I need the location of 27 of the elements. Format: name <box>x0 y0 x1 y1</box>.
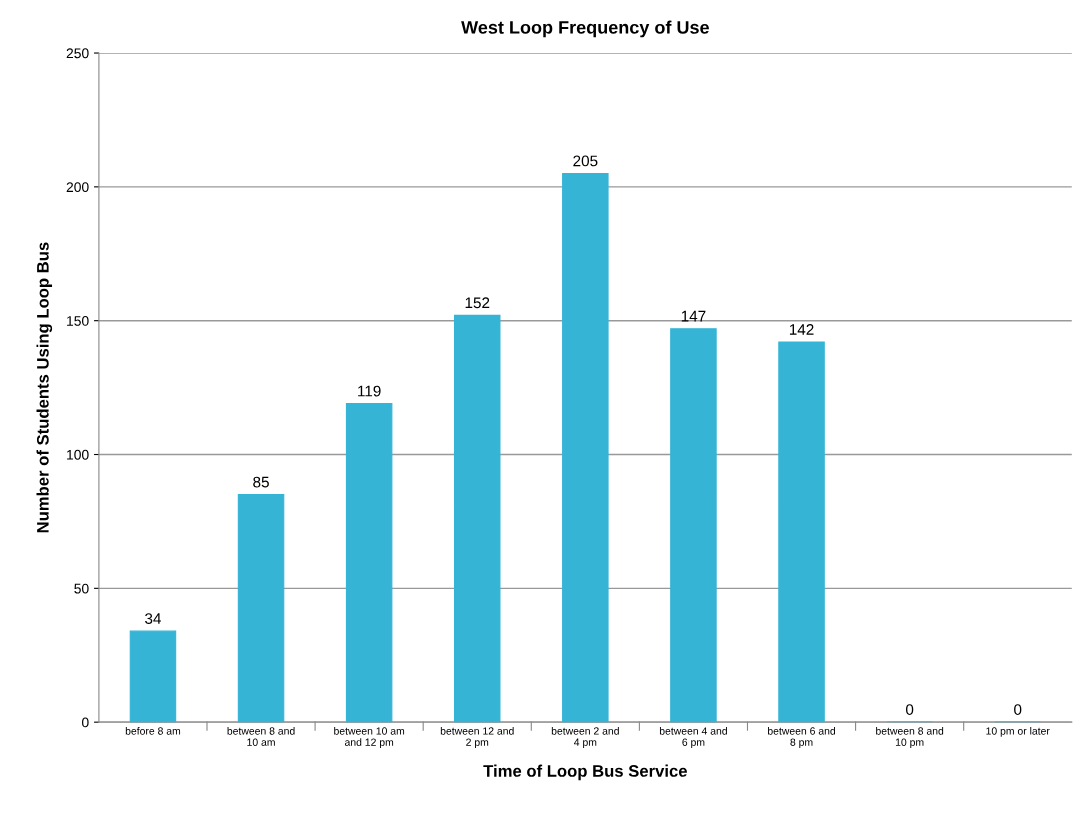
data-label: 152 <box>465 297 490 309</box>
y-tick-label: 100 <box>67 449 89 460</box>
data-label: 0 <box>905 704 914 715</box>
y-tick-label: 200 <box>66 182 89 193</box>
data-label: 34 <box>145 613 161 624</box>
x-tick-label: between 10 am and 12 pm <box>334 727 405 748</box>
data-label: 119 <box>358 385 381 397</box>
data-label: 205 <box>573 155 598 167</box>
y-tick-label: 250 <box>66 48 89 59</box>
x-tick-label: 10 pm or later <box>986 727 1050 737</box>
y-tick-label: 0 <box>82 717 89 728</box>
y-axis-title: Number of Students Using Loop Bus <box>36 242 53 533</box>
x-tick-label: between 12 and 2 pm <box>440 727 514 748</box>
x-tick-label: before 8 am <box>125 727 181 735</box>
x-axis-title: Time of Loop Bus Service <box>483 764 687 781</box>
data-label: 142 <box>789 324 814 335</box>
x-tick-label: between 2 and 4 pm <box>551 727 619 748</box>
x-tick-label: between 4 and 6 pm <box>659 727 727 748</box>
data-label: 85 <box>253 476 269 488</box>
data-label: 0 <box>1014 704 1022 715</box>
chart-title: West Loop Frequency of Use <box>461 20 709 38</box>
y-tick-label: 150 <box>67 316 89 326</box>
data-label: 147 <box>681 310 706 322</box>
y-tick-label: 50 <box>74 583 89 594</box>
x-tick-label: between 8 and 10 pm <box>876 727 944 748</box>
x-tick-label: between 6 and 8 pm <box>768 727 836 748</box>
x-tick-label: between 8 and 10 am <box>227 727 295 746</box>
